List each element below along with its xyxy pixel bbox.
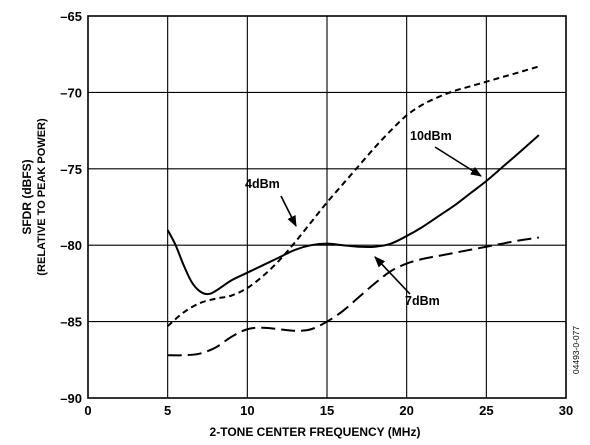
annotation-arrow-4dbm [280,195,297,228]
series-lines [166,65,540,357]
x-tick-label: 0 [84,403,91,418]
annotation-label-4dbm: 4dBm [245,177,280,191]
y-axis-subtitle: (RELATIVE TO PEAK POWER) [36,118,48,276]
x-tick-label: 25 [479,403,493,418]
annotation-label-7dbm: 7dBm [405,294,440,308]
annotation-arrow-7dbm [374,256,411,295]
series-annotations: 4dBm 10dBm 7dBm [245,129,482,308]
y-tick-label: –75 [60,162,82,177]
series-line-10dbm [166,134,540,296]
y-tick-label: –85 [60,315,82,330]
y-tick-label: –70 [60,85,82,100]
y-tick-label: –90 [60,391,82,406]
y-tick-label: –80 [60,238,82,253]
x-tick-label: 5 [164,403,171,418]
x-axis-title: 2-TONE CENTER FREQUENCY (MHz) [210,425,421,439]
figure-id: 04493-0-077 [571,326,581,374]
annotation-arrow-10dbm [434,146,482,177]
x-tick-label: 30 [559,403,573,418]
y-tick-label: –65 [60,9,82,24]
plot-area-frame [87,15,567,399]
x-tick-label: 20 [399,403,413,418]
x-tick-label: 15 [320,403,334,418]
tick-labels: 0 5 10 15 20 25 30 –90 –85 –80 –75 –70 –65 [60,9,573,418]
y-axis-title: SFDR (dBFS) [20,159,34,234]
x-tick-label: 10 [240,403,254,418]
series-line-4dbm [167,65,540,327]
series-line-7dbm [167,236,540,357]
grid-lines [88,16,566,398]
annotation-label-10dbm: 10dBm [410,129,452,143]
